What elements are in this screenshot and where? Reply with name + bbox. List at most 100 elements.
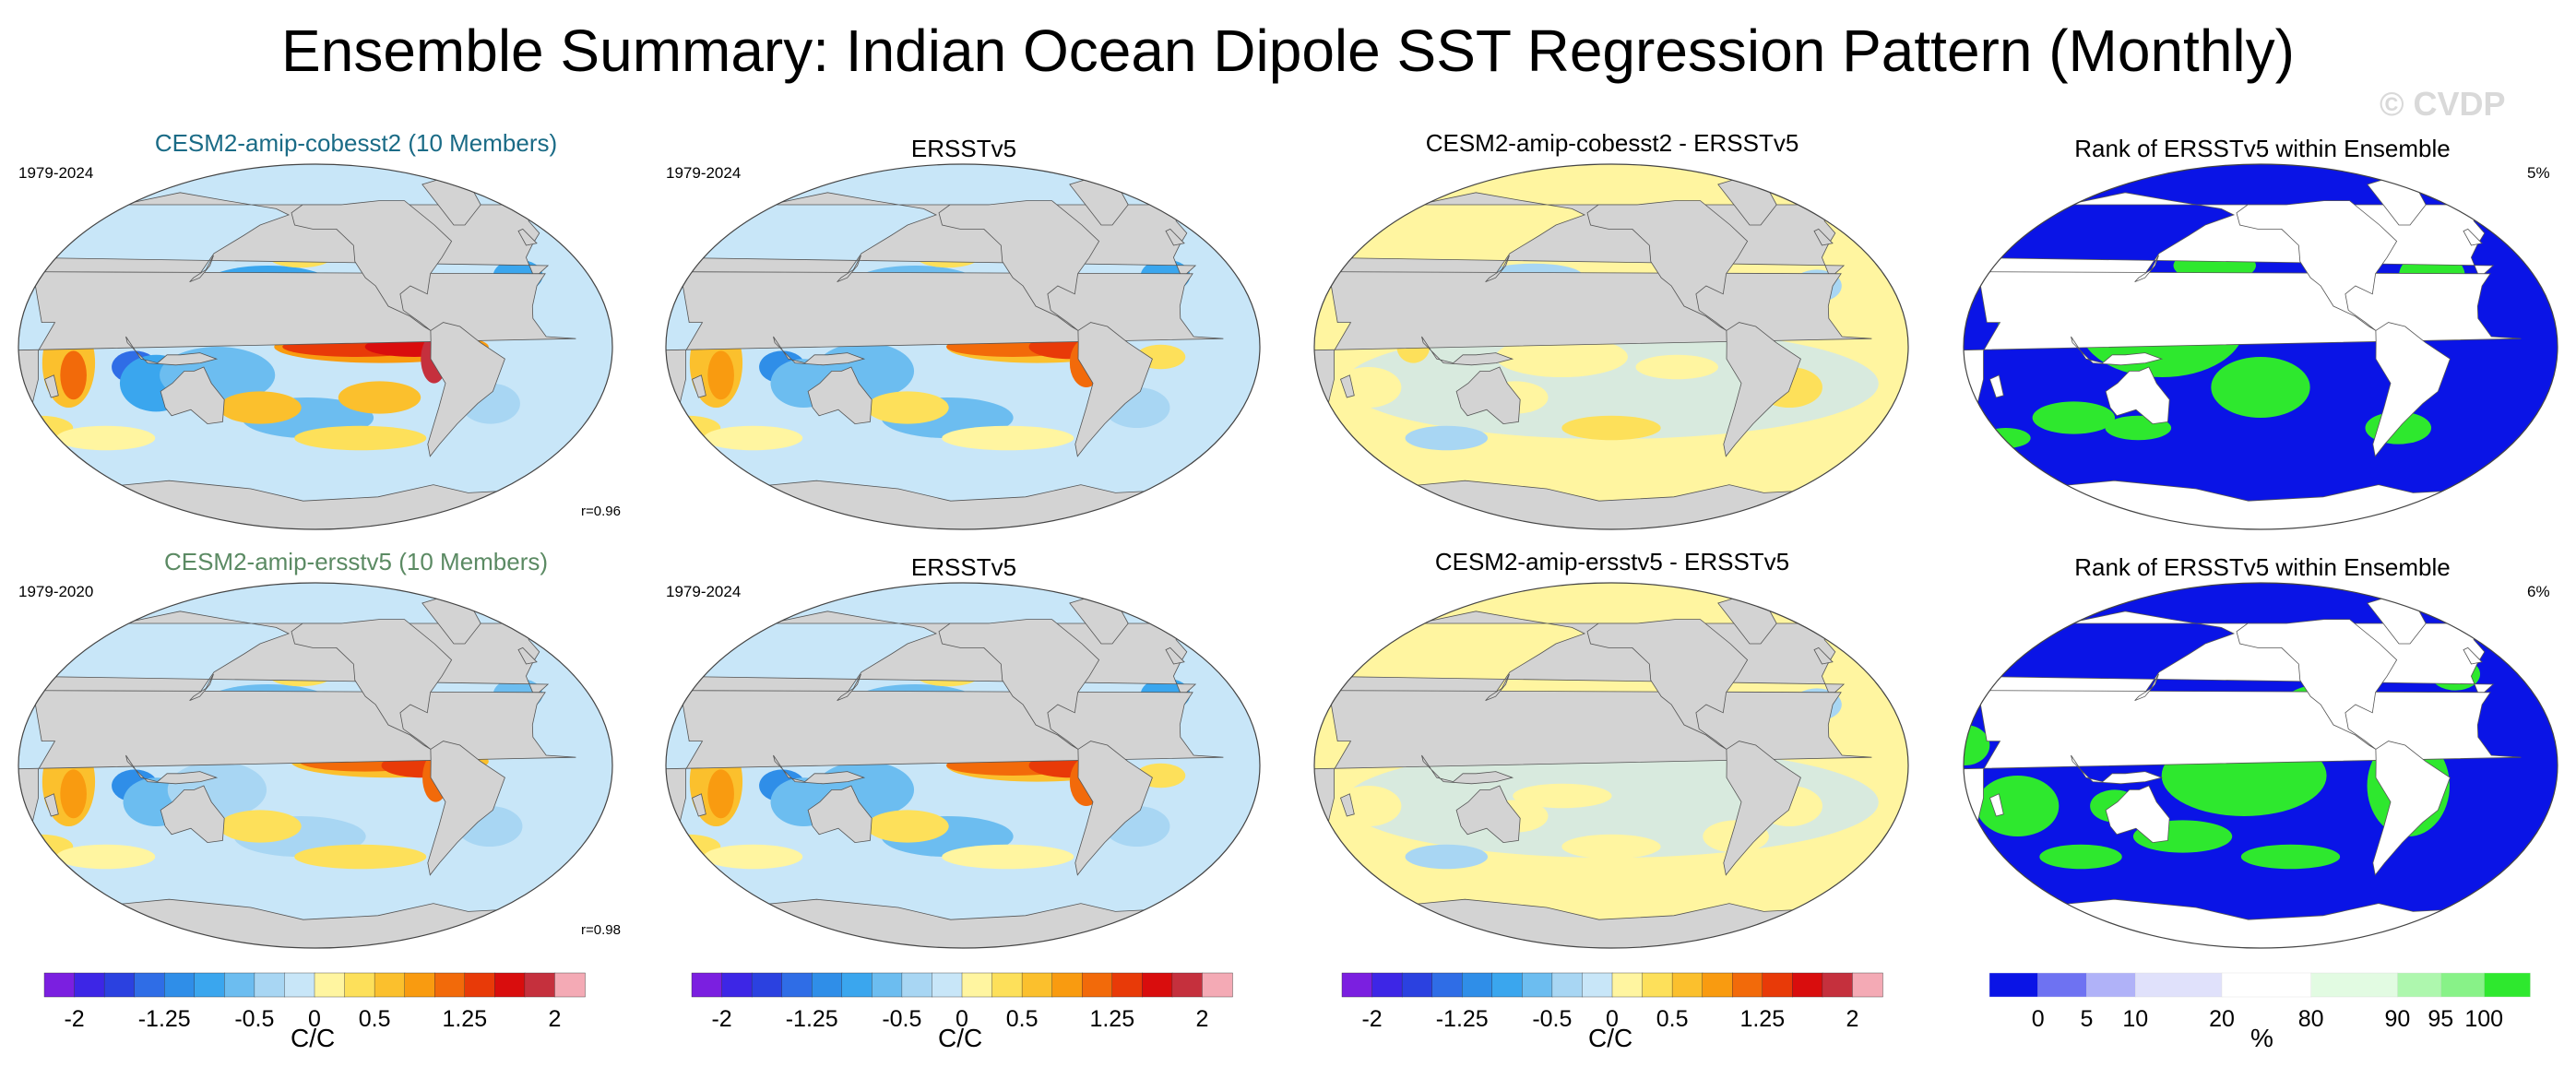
sst-anomaly-region [1513,783,1612,809]
continent [1421,336,1514,366]
sst-anomaly-region [60,350,87,400]
continent [2463,646,2483,665]
colorbar-tick-label: -1.25 [138,1006,191,1032]
continent [1813,228,1834,246]
sst-anomaly-region [338,381,421,414]
continent [189,255,214,282]
colorbar-swatch [1401,972,1433,998]
panel-title-obs-1: ERSSTv5 [910,135,1017,162]
continent [1455,366,1521,425]
years-obs-2: 1979-2024 [666,583,742,600]
colorbar-sst-1: -2 -1.25 -0.5 0 0.5 1.25 2 [43,972,586,1032]
years-ensemble-1: 1979-2024 [18,164,94,182]
sst-anomaly-region [866,810,949,843]
panel-title-ensemble-1: CESM2-amip-cobesst2 (10 Members) [154,129,558,157]
colorbar-tick-label: 0 [308,1006,321,1032]
sst-anomaly-region [707,350,734,400]
colorbar-swatch [1202,972,1233,998]
continent [1455,785,1521,844]
map-diff-1 [1313,163,1909,530]
continent [1964,271,2522,417]
colorbar-swatch [2221,972,2312,998]
continent [807,366,873,425]
continent [692,793,706,817]
colorbar-swatch [1732,972,1763,998]
map-border [665,582,1261,949]
colorbar-swatch [1431,972,1463,998]
sst-anomaly-region [294,844,427,870]
rank-region [2211,357,2310,418]
continent [1074,741,1153,876]
continent [44,374,59,398]
map-border [1313,163,1909,530]
colorbar-tick-label: 0 [1606,1006,1619,1032]
colorbar-swatch [1082,972,1113,998]
continent [837,255,861,282]
sst-anomaly-region [294,425,427,451]
pattern-correlation-2: r=0.98 [581,922,621,938]
colorbar-tick-label: -1.25 [1436,1006,1489,1032]
colorbar-swatch [1792,972,1823,998]
colorbar-swatch [2440,972,2485,998]
colorbar-swatch [254,972,286,998]
continent [125,336,219,366]
colorbar-unit-rank: % [2250,1024,2273,1052]
sst-anomaly-region [1635,354,1718,380]
years-obs-1: 1979-2024 [666,164,742,182]
continent [773,754,866,785]
continent [2372,322,2451,457]
panel-title-rank-1: Rank of ERSSTv5 within Ensemble [2074,135,2451,162]
map-diff-2 [1313,582,1909,949]
colorbar-swatch [1852,972,1883,998]
colorbar-tick-label: 0 [956,1006,968,1032]
sst-anomaly-region [942,425,1074,451]
continent [1485,673,1510,701]
colorbar-swatch [781,972,813,998]
colorbar-swatch [43,972,76,998]
continent [692,374,706,398]
continent [666,271,1224,417]
colorbar-tick-label: 20 [2209,1006,2235,1032]
map-border [665,163,1261,530]
colorbar-swatch [1522,972,1553,998]
colorbar-swatch [284,972,315,998]
colorbar-swatch [721,972,753,998]
colorbar-swatch [554,972,586,998]
continent [427,741,505,876]
map-rank-2 [1963,582,2558,949]
colorbar-swatch [404,972,435,998]
continent [1964,690,2522,836]
years-ensemble-2: 1979-2020 [18,583,94,600]
colorbar-swatch [464,972,496,998]
sst-anomaly-region [1314,415,1370,441]
colorbar-tick-label: 2 [1846,1006,1858,1032]
panel-title-diff-1: CESM2-amip-cobesst2 - ERSSTv5 [1425,129,1799,157]
colorbar-swatch [74,972,105,998]
continent [291,200,453,331]
colorbar-tick-label: 0.5 [1656,1006,1689,1032]
colorbar-tick-label: 5 [2081,1006,2094,1032]
continent [1723,322,1801,457]
continent [517,646,538,665]
colorbar-swatch [164,972,196,998]
continent [160,785,225,844]
panel-title-obs-2: ERSSTv5 [910,553,1017,581]
continent [938,200,1100,331]
continent [427,322,505,457]
rank-percent-2: 6% [2527,583,2550,600]
colorbar-swatch [2037,972,2088,998]
colorbar-unit-3: C/C [1588,1024,1633,1052]
colorbar-swatch [134,972,165,998]
map-border [1963,582,2558,949]
colorbar-swatch [1702,972,1733,998]
colorbar-tick-label: 0.5 [1006,1006,1039,1032]
colorbar-swatch [1762,972,1794,998]
colorbar-swatch [524,972,556,998]
colorbar-swatch [1988,972,2039,998]
sst-anomaly-region [1335,786,1402,826]
continent [2105,785,2170,844]
colorbar-swatch [1822,972,1854,998]
sst-anomaly-region [1335,367,1402,408]
continent [1074,322,1153,457]
colorbar-swatch [2135,972,2223,998]
